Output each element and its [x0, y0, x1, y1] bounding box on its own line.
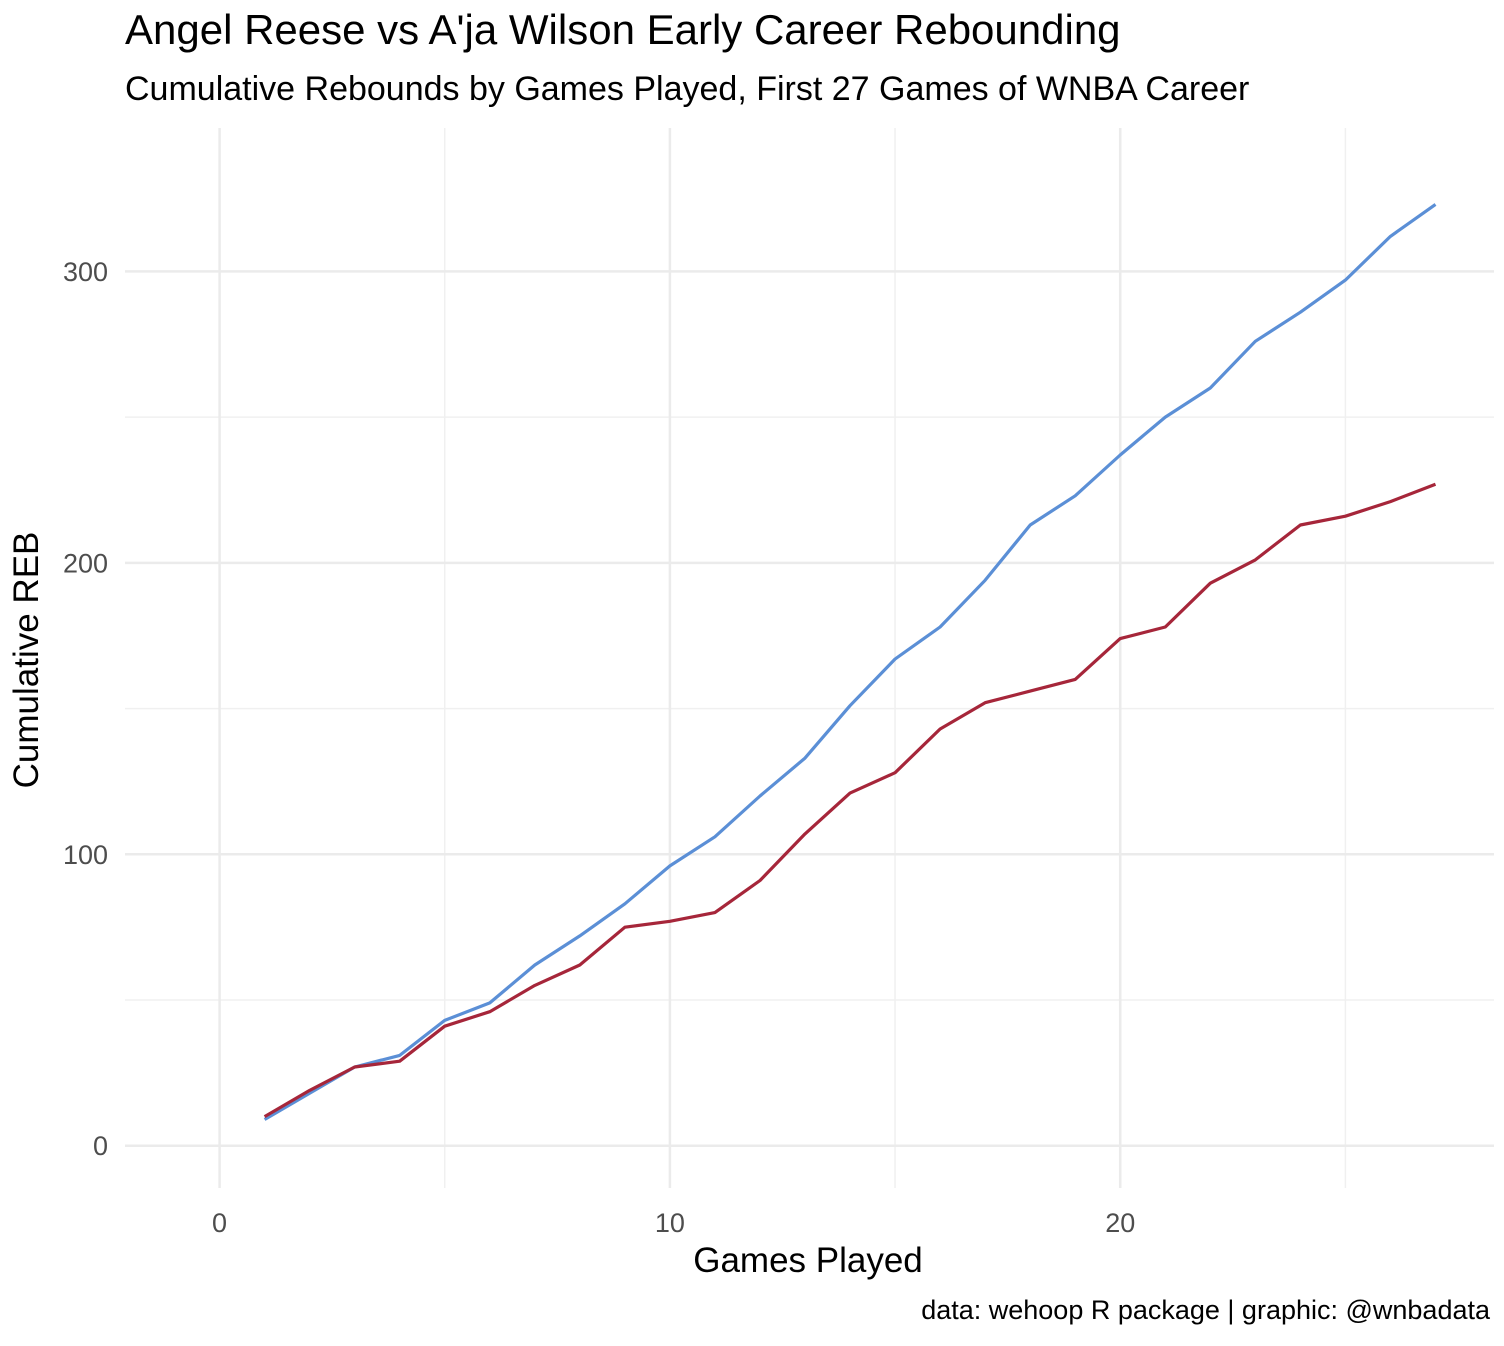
major-gridlines [125, 128, 1494, 1188]
x-tick-label: 0 [212, 1208, 227, 1238]
y-tick-label: 0 [93, 1131, 108, 1161]
y-tick-label: 200 [63, 548, 108, 578]
series-line-2 [263, 482, 1437, 1118]
series-lines [263, 203, 1437, 1121]
chart-caption: data: wehoop R package | graphic: @wnbad… [921, 1295, 1490, 1325]
y-tick-label: 100 [63, 840, 108, 870]
chart-subtitle: Cumulative Rebounds by Games Played, Fir… [125, 70, 1250, 108]
y-tick-label: 300 [63, 257, 108, 287]
x-tick-label: 20 [1105, 1208, 1135, 1238]
x-tick-label: 10 [655, 1208, 685, 1238]
minor-gridlines [125, 128, 1494, 1188]
x-axis-label: Games Played [693, 1241, 923, 1280]
y-axis-label: Cumulative REB [7, 532, 46, 789]
chart-title: Angel Reese vs A'ja Wilson Early Career … [125, 6, 1121, 53]
series-line-1 [263, 203, 1437, 1121]
